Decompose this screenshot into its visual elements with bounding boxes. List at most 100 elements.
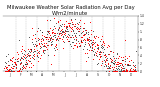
- Point: [80, 40, 82, 42]
- Point: [135, 71, 137, 72]
- Point: [97, 62, 100, 63]
- Point: [76, 22, 78, 24]
- Point: [46, 30, 48, 32]
- Point: [80, 32, 82, 34]
- Point: [41, 34, 44, 36]
- Point: [45, 38, 48, 39]
- Point: [127, 64, 129, 65]
- Point: [57, 30, 59, 31]
- Point: [38, 50, 41, 52]
- Point: [94, 37, 96, 38]
- Point: [109, 57, 112, 59]
- Point: [123, 71, 125, 72]
- Point: [93, 53, 95, 54]
- Point: [131, 71, 134, 72]
- Point: [49, 43, 52, 45]
- Point: [40, 39, 43, 40]
- Point: [21, 58, 24, 59]
- Point: [60, 28, 63, 30]
- Point: [97, 48, 100, 50]
- Point: [31, 57, 33, 58]
- Point: [57, 21, 60, 23]
- Point: [54, 27, 57, 29]
- Point: [60, 29, 62, 31]
- Point: [114, 69, 116, 71]
- Point: [46, 19, 48, 20]
- Point: [62, 35, 65, 36]
- Point: [22, 67, 25, 68]
- Point: [87, 56, 90, 58]
- Point: [45, 46, 47, 47]
- Point: [89, 33, 92, 35]
- Point: [104, 56, 106, 58]
- Point: [108, 53, 110, 55]
- Point: [62, 41, 65, 42]
- Point: [36, 30, 39, 31]
- Point: [102, 47, 104, 48]
- Point: [107, 45, 110, 46]
- Point: [8, 69, 10, 71]
- Point: [103, 55, 106, 56]
- Point: [21, 65, 24, 67]
- Point: [67, 36, 69, 38]
- Point: [100, 44, 102, 45]
- Point: [115, 62, 118, 63]
- Point: [53, 46, 56, 47]
- Point: [82, 34, 84, 35]
- Point: [56, 28, 59, 29]
- Point: [75, 38, 77, 40]
- Point: [132, 65, 135, 66]
- Point: [61, 33, 63, 35]
- Point: [26, 62, 29, 64]
- Point: [76, 40, 79, 41]
- Point: [83, 23, 86, 24]
- Point: [88, 38, 91, 39]
- Point: [116, 64, 119, 65]
- Point: [25, 57, 28, 58]
- Point: [17, 71, 19, 72]
- Point: [15, 63, 18, 64]
- Point: [34, 37, 36, 39]
- Point: [36, 55, 38, 57]
- Point: [99, 51, 102, 53]
- Point: [43, 42, 46, 44]
- Point: [95, 36, 97, 37]
- Point: [48, 30, 51, 32]
- Point: [54, 47, 57, 48]
- Point: [26, 64, 29, 65]
- Point: [129, 71, 132, 72]
- Point: [118, 68, 121, 70]
- Point: [88, 45, 91, 46]
- Point: [95, 50, 98, 51]
- Point: [91, 41, 93, 42]
- Point: [24, 67, 27, 68]
- Point: [44, 46, 46, 47]
- Point: [125, 69, 128, 70]
- Point: [125, 64, 128, 65]
- Point: [28, 61, 31, 62]
- Title: Milwaukee Weather Solar Radiation Avg per Day W/m2/minute: Milwaukee Weather Solar Radiation Avg pe…: [7, 5, 134, 16]
- Point: [40, 37, 43, 39]
- Point: [64, 34, 66, 35]
- Point: [49, 20, 51, 21]
- Point: [13, 65, 15, 67]
- Point: [23, 57, 25, 58]
- Point: [61, 31, 64, 33]
- Point: [10, 59, 12, 61]
- Point: [81, 28, 84, 29]
- Point: [107, 54, 109, 55]
- Point: [97, 46, 99, 48]
- Point: [55, 45, 57, 46]
- Point: [98, 59, 100, 60]
- Point: [13, 63, 16, 65]
- Point: [124, 71, 126, 72]
- Point: [9, 71, 11, 72]
- Point: [16, 58, 19, 60]
- Point: [106, 46, 108, 48]
- Point: [84, 29, 87, 31]
- Point: [86, 38, 88, 39]
- Point: [89, 46, 91, 48]
- Point: [103, 54, 106, 55]
- Point: [56, 21, 59, 22]
- Point: [62, 32, 65, 33]
